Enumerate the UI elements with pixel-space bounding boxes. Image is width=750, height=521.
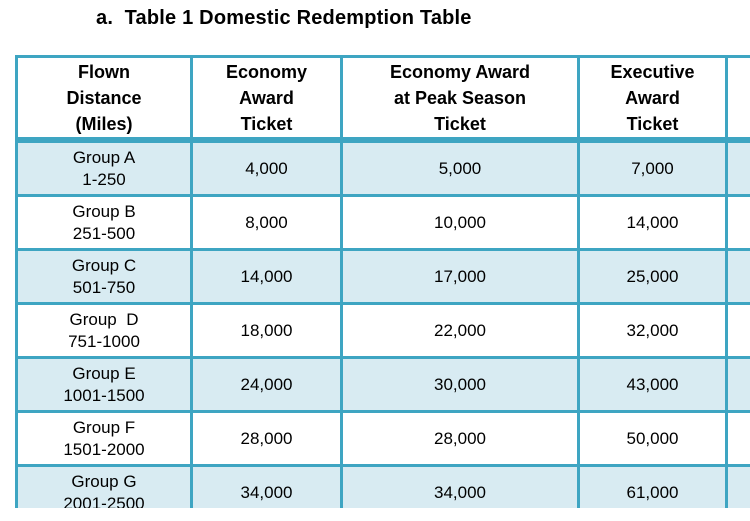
cell-peak: 22,000	[340, 302, 580, 359]
cell-peak: 34,000	[340, 464, 580, 508]
domestic-redemption-table: Flown Distance (Miles) Economy Award Tic…	[15, 55, 750, 508]
table-row-group-c: Group C 501-750 14,000 17,000 25,000	[15, 248, 750, 305]
cell-economy: 8,000	[190, 194, 343, 251]
cell-peak: 10,000	[340, 194, 580, 251]
cell-cutoff	[725, 194, 750, 251]
table-row-group-g: Group G 2001-2500 34,000 34,000 61,000	[15, 464, 750, 508]
col-header-executive-award: Executive Award Ticket	[577, 55, 728, 143]
table-row-group-f: Group F 1501-2000 28,000 28,000 50,000	[15, 410, 750, 467]
cell-economy: 14,000	[190, 248, 343, 305]
cell-executive: 43,000	[577, 356, 728, 413]
cell-peak: 28,000	[340, 410, 580, 467]
cell-group: Group F 1501-2000	[15, 410, 193, 467]
cell-group: Group D 751-1000	[15, 302, 193, 359]
cell-cutoff	[725, 356, 750, 413]
cell-group: Group A 1-250	[15, 138, 193, 197]
cell-peak: 30,000	[340, 356, 580, 413]
table-container: Flown Distance (Miles) Economy Award Tic…	[15, 55, 750, 508]
table-row-group-e: Group E 1001-1500 24,000 30,000 43,000	[15, 356, 750, 413]
header-row: Flown Distance (Miles) Economy Award Tic…	[15, 55, 750, 143]
cell-peak: 17,000	[340, 248, 580, 305]
cell-peak: 5,000	[340, 138, 580, 197]
cell-cutoff	[725, 248, 750, 305]
cell-group: Group C 501-750	[15, 248, 193, 305]
cell-cutoff	[725, 464, 750, 508]
cell-economy: 34,000	[190, 464, 343, 508]
table-row-group-d: Group D 751-1000 18,000 22,000 32,000	[15, 302, 750, 359]
cell-economy: 4,000	[190, 138, 343, 197]
cell-group: Group E 1001-1500	[15, 356, 193, 413]
table-row-group-a: Group A 1-250 4,000 5,000 7,000	[15, 138, 750, 197]
col-header-flown-distance: Flown Distance (Miles)	[15, 55, 193, 143]
page-title: a. Table 1 Domestic Redemption Table	[96, 7, 472, 29]
cell-cutoff	[725, 410, 750, 467]
cell-executive: 25,000	[577, 248, 728, 305]
cell-economy: 24,000	[190, 356, 343, 413]
cell-executive: 14,000	[577, 194, 728, 251]
cell-executive: 50,000	[577, 410, 728, 467]
cell-economy: 28,000	[190, 410, 343, 467]
cell-executive: 32,000	[577, 302, 728, 359]
col-header-economy-award: Economy Award Ticket	[190, 55, 343, 143]
cell-cutoff	[725, 302, 750, 359]
cell-executive: 7,000	[577, 138, 728, 197]
cell-group: Group B 251-500	[15, 194, 193, 251]
col-header-cutoff	[725, 55, 750, 143]
cell-economy: 18,000	[190, 302, 343, 359]
cell-executive: 61,000	[577, 464, 728, 508]
cell-group: Group G 2001-2500	[15, 464, 193, 508]
table-body: Group A 1-250 4,000 5,000 7,000 Group B …	[15, 138, 750, 508]
table-row-group-b: Group B 251-500 8,000 10,000 14,000	[15, 194, 750, 251]
cell-cutoff	[725, 138, 750, 197]
col-header-peak-season: Economy Award at Peak Season Ticket	[340, 55, 580, 143]
